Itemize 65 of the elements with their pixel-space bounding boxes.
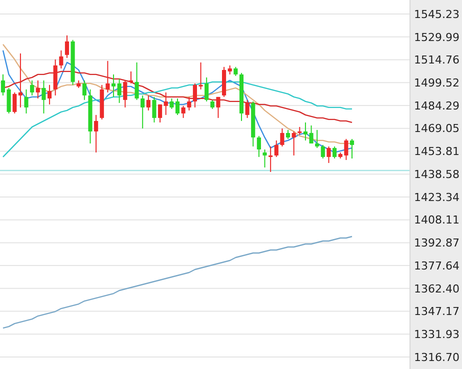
- y-tick-label: 1484.29: [414, 99, 460, 112]
- y-tick-label: 1514.76: [414, 54, 460, 67]
- y-tick-label: 1453.81: [414, 145, 460, 158]
- y-tick-label: 1316.70: [414, 350, 460, 364]
- candlestick: [175, 98, 180, 116]
- candlestick: [210, 99, 214, 110]
- candlestick: [170, 98, 174, 110]
- candlestick: [152, 96, 156, 123]
- candlestick: [140, 94, 145, 129]
- candlestick: [106, 60, 110, 93]
- candlestick: [256, 135, 261, 158]
- y-tick-label: 1545.23: [414, 8, 460, 21]
- candlestick: [292, 130, 296, 156]
- y-tick-label: 1469.05: [414, 122, 460, 136]
- candlestick: [111, 74, 116, 98]
- y-tick-label: 1392.87: [414, 236, 460, 250]
- y-tick-label: 1408.11: [414, 214, 460, 227]
- y-tick-label: 1423.34: [414, 190, 460, 204]
- candlestick: [128, 70, 134, 84]
- candlestick: [158, 104, 162, 123]
- line-series: [2, 70, 353, 124]
- candlestick: [274, 140, 278, 158]
- line-series: [2, 236, 353, 329]
- candlestick: [12, 92, 17, 114]
- candlestick: [64, 34, 70, 58]
- candlestick: [216, 96, 220, 118]
- candlestick: [268, 146, 273, 172]
- y-tick-label: 1529.99: [414, 30, 460, 44]
- candlestick: [326, 146, 331, 164]
- candlestick: [315, 129, 320, 148]
- line-series: [2, 81, 353, 158]
- y-tick-label: 1362.40: [414, 282, 460, 296]
- candlestick: [204, 76, 209, 102]
- candlestick: [332, 146, 337, 159]
- candlestick: [117, 78, 122, 104]
- candlestick: [187, 96, 192, 111]
- candlestick: [234, 66, 238, 76]
- candlestick: [94, 114, 98, 153]
- y-tick-label: 1499.52: [414, 76, 460, 90]
- y-tick-label: 1438.58: [414, 168, 460, 181]
- candlestick: [262, 148, 267, 168]
- candlestick: [59, 50, 64, 69]
- candlestick: [48, 84, 52, 105]
- candlestick: [0, 74, 6, 96]
- candlestick: [146, 94, 150, 111]
- candlestick: [280, 128, 284, 147]
- candlestick: [134, 62, 139, 100]
- candlestick: [18, 52, 22, 108]
- y-tick-label: 1377.64: [414, 259, 460, 272]
- candlestick: [42, 80, 46, 114]
- y-tick-label: 1331.93: [414, 328, 460, 341]
- candlestick: [82, 80, 86, 100]
- candlestick: [36, 80, 40, 99]
- candlestick: [30, 80, 34, 96]
- candlestick: [123, 80, 128, 108]
- candlestick: [228, 64, 232, 75]
- candlestick: [24, 88, 28, 114]
- y-tick-label: 1347.17: [414, 305, 460, 318]
- candlestick: [320, 144, 325, 159]
- candlestick: [164, 92, 168, 116]
- candlestick: [286, 129, 290, 140]
- candlestick: [181, 105, 186, 118]
- candlestick: [245, 99, 250, 118]
- candlestick: [350, 138, 354, 159]
- candlestick: [6, 87, 11, 114]
